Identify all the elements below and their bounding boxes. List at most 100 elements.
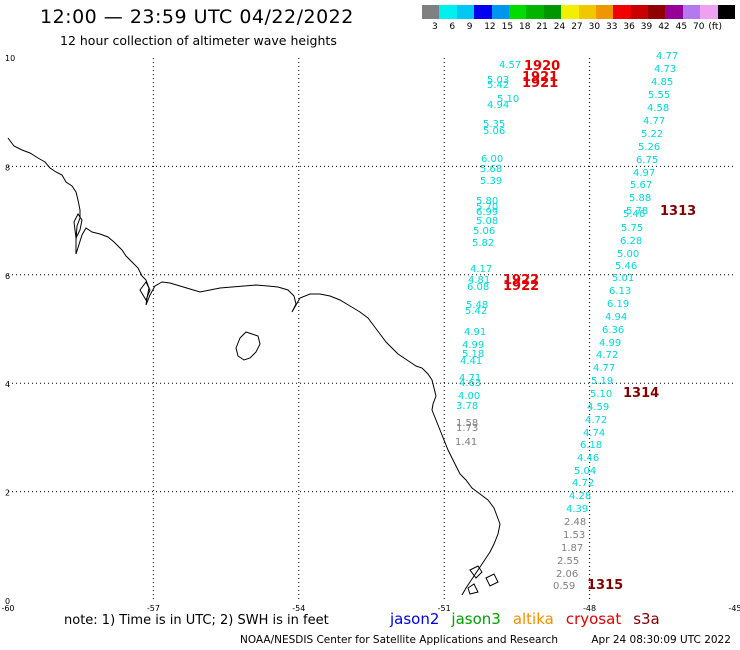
color-scale-label: 9: [466, 22, 473, 32]
pass-time-label: 1922: [503, 273, 539, 288]
wave-height-value: 4.72: [596, 350, 618, 361]
color-swatch: [439, 5, 457, 19]
color-swatch: [543, 5, 562, 19]
satellite-track-a: 4.575.035.425.104.945.355.066.005.685.39…: [455, 60, 521, 448]
wave-height-value: 1.87: [561, 543, 583, 554]
wave-height-value: 5.06: [473, 226, 495, 237]
pass-time-label: 1921: [522, 76, 558, 91]
x-tick-label: -54: [292, 604, 305, 613]
wave-height-value: 1.53: [563, 530, 585, 541]
color-swatch: [717, 5, 736, 19]
wave-height-value: 6.18: [580, 440, 602, 451]
color-swatch: [682, 5, 701, 19]
wave-height-value: 5.67: [630, 180, 652, 191]
wave-height-value: 5.10: [497, 94, 519, 105]
wave-height-value: 0.59: [553, 581, 575, 592]
wave-height-value: 2.48: [564, 517, 586, 528]
color-scale-label: 39: [640, 22, 653, 32]
pass-time-label: 1313: [660, 204, 696, 219]
color-scale: [422, 5, 736, 19]
grid-lines: [8, 58, 735, 600]
color-scale-label: 33: [606, 22, 618, 32]
color-scale-label: 70: [693, 22, 705, 32]
wave-height-value: 4.72: [572, 478, 594, 489]
color-swatch: [613, 5, 631, 19]
wave-height-value: 4.58: [647, 103, 669, 114]
footer: NOAA/NESDIS Center for Satellite Applica…: [240, 634, 740, 646]
color-scale-label: 42: [658, 22, 670, 32]
satellite-legend-item: cryosat: [565, 610, 622, 628]
wave-height-value: 4.41: [460, 356, 482, 367]
y-tick-label: 10: [5, 54, 15, 63]
color-scale-label: 21: [536, 22, 548, 32]
wave-height-value: 4.77: [643, 116, 665, 127]
wave-height-value: 6.13: [609, 286, 631, 297]
color-scale-label: 12: [484, 22, 496, 32]
wave-height-value: 4.99: [599, 338, 621, 349]
color-swatch: [526, 5, 544, 19]
wave-height-value: 4.28: [569, 491, 591, 502]
wave-height-value: 4.00: [458, 391, 480, 402]
wave-height-value: 5.46: [623, 209, 645, 220]
delta-islands: [467, 565, 499, 595]
wave-height-value: 5.70: [476, 202, 498, 213]
wave-height-value: 5.39: [480, 176, 502, 187]
color-scale-label: 18: [519, 22, 531, 32]
y-tick-label: 8: [5, 163, 10, 172]
coastline-estuary: [73, 213, 151, 302]
satellite-legend-item: s3a: [633, 610, 660, 628]
wave-height-value: 4.71: [459, 373, 481, 384]
pass-time-label: 1314: [623, 386, 659, 401]
wave-height-value: 4.97: [633, 168, 655, 179]
wave-height-value: 4.77: [593, 363, 615, 374]
coastline: [7, 137, 501, 596]
color-swatch: [578, 5, 596, 19]
wave-height-value: 4.85: [651, 77, 673, 88]
wave-height-value: 5.10: [590, 389, 612, 400]
x-tick-label: -57: [147, 604, 160, 613]
wave-height-value: 5.01: [612, 273, 634, 284]
color-scale-label: (ft): [708, 22, 722, 32]
x-tick-label: -51: [438, 604, 451, 613]
wave-height-value: 4.73: [654, 64, 676, 75]
wave-height-value: 5.03: [487, 75, 509, 86]
color-swatch: [491, 5, 509, 19]
wave-height-value: 5.42: [465, 306, 487, 317]
units-note: note: 1) Time is in UTC; 2) SWH is in fe…: [64, 613, 329, 628]
wave-height-value: 5.68: [480, 164, 502, 175]
color-scale-label: 45: [675, 22, 688, 32]
color-scale-label: 36: [623, 22, 635, 32]
coastline-mainland: [7, 137, 501, 596]
color-swatch: [508, 5, 527, 19]
wave-height-value: 5.35: [483, 119, 505, 130]
wave-height-value: 4.57: [499, 60, 521, 71]
wave-height-value: 1.41: [455, 437, 477, 448]
wave-height-value: 6.08: [467, 282, 489, 293]
color-swatch: [595, 5, 614, 19]
wave-height-value: 5.26: [638, 142, 660, 153]
wave-height-value: 4.91: [464, 327, 486, 338]
wave-height-value: 5.04: [574, 466, 596, 477]
wave-height-value: 6.00: [481, 154, 503, 165]
color-scale-label: 15: [501, 22, 514, 32]
wave-height-value: 5.88: [629, 193, 651, 204]
wave-height-value: 4.63: [459, 378, 481, 389]
wave-height-value: 6.28: [620, 236, 642, 247]
wave-height-value: 5.78: [626, 206, 648, 217]
color-scale-label: 6: [449, 22, 456, 32]
pass-time-label: 1922: [503, 279, 539, 294]
wave-height-value: 4.74: [583, 428, 605, 439]
island-shape: [235, 331, 261, 361]
footer-timestamp: Apr 24 08:30:09 UTC 2022: [591, 634, 731, 646]
x-tick-label: -48: [583, 604, 596, 613]
wave-height-value: 4.77: [656, 51, 678, 62]
wave-height-value: 2.06: [556, 569, 578, 580]
wave-height-value: 4.17: [470, 264, 492, 275]
wave-height-value: 4.81: [468, 275, 490, 286]
y-axis-labels: 10 8 6 4 2 0: [5, 54, 15, 606]
color-swatch: [648, 5, 666, 19]
wave-height-value: 5.75: [621, 223, 643, 234]
wave-height-value: 3.78: [456, 401, 478, 412]
